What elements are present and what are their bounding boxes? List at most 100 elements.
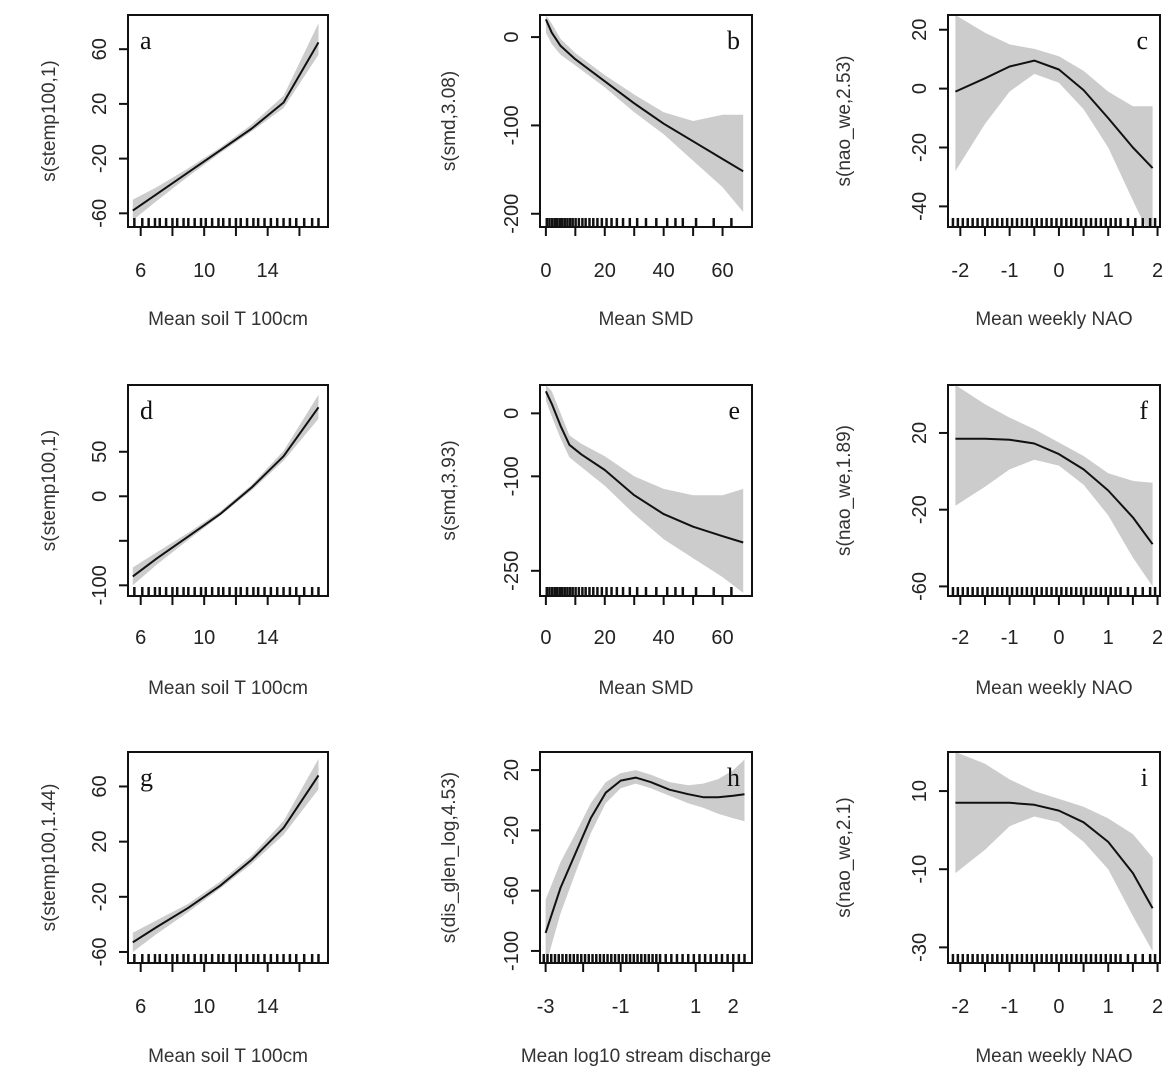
y-tick-label: -60 bbox=[909, 572, 931, 601]
y-tick-label: -30 bbox=[909, 933, 931, 962]
confidence-band bbox=[955, 15, 1153, 227]
y-tick-label: -200 bbox=[501, 194, 523, 234]
y-tick-label: 0 bbox=[501, 32, 523, 43]
plot-area bbox=[132, 394, 320, 596]
panel-a: 6 10 14 -60 -20 20 60 s(stemp100,1) Mean soil T … bbox=[39, 14, 329, 330]
panel-b: 0 20 40 60 -200 -100 0 s(smd,3.08) Mean SMD b bbox=[439, 14, 753, 330]
plot-frame bbox=[539, 751, 753, 964]
plot-frame bbox=[539, 384, 753, 597]
x-tick-label: 14 bbox=[257, 996, 279, 1018]
smooth-line bbox=[132, 41, 320, 212]
x-tick-label: 0 bbox=[1053, 260, 1064, 282]
y-axis-label: s(nao_we,2.1) bbox=[834, 797, 855, 917]
smooth-line bbox=[544, 776, 745, 934]
plot-area bbox=[132, 758, 320, 963]
y-axis-label: s(stemp100,1) bbox=[39, 60, 60, 181]
x-tick-label: 2 bbox=[1152, 260, 1163, 282]
x-tick-label: 60 bbox=[711, 627, 733, 649]
smooth-line bbox=[544, 18, 744, 173]
confidence-band bbox=[955, 385, 1153, 587]
x-tick-label: 1 bbox=[1103, 260, 1114, 282]
panel-letter: d bbox=[140, 396, 153, 425]
x-tick-label: 10 bbox=[193, 996, 215, 1018]
panel-letter: g bbox=[140, 763, 153, 792]
x-axis-label: Mean soil T 100cm bbox=[148, 678, 308, 699]
y-tick-label: -20 bbox=[501, 816, 523, 845]
y-tick-label: -10 bbox=[909, 855, 931, 884]
y-tick-label: -20 bbox=[89, 144, 111, 173]
plot-area bbox=[544, 385, 744, 596]
smooth-line bbox=[544, 390, 744, 544]
plot-area bbox=[544, 15, 744, 227]
smooth-line bbox=[955, 437, 1154, 545]
x-tick-label: 2 bbox=[728, 996, 739, 1018]
y-axis-label: s(stemp100,1) bbox=[39, 430, 60, 551]
x-tick-label: -1 bbox=[1001, 996, 1019, 1018]
y-tick-label: 60 bbox=[89, 38, 111, 60]
panel-h: -3 -1 1 2 -100 -60 -20 20 s(dis_glen_log,4.53) Me… bbox=[439, 751, 771, 1067]
x-tick-label: 1 bbox=[1103, 627, 1114, 649]
x-tick-label: -3 bbox=[537, 996, 555, 1018]
x-tick-label: 1 bbox=[1103, 996, 1114, 1018]
plot-frame bbox=[947, 751, 1161, 964]
y-tick-label: -20 bbox=[89, 882, 111, 911]
y-tick-label: 20 bbox=[501, 759, 523, 781]
confidence-band bbox=[132, 758, 319, 952]
x-axis-label: Mean weekly NAO bbox=[975, 678, 1132, 699]
y-axis-label: s(nao_we,2.53) bbox=[834, 56, 855, 187]
y-tick-label: -250 bbox=[501, 551, 523, 591]
x-tick-label: -1 bbox=[612, 996, 630, 1018]
x-tick-label: 0 bbox=[540, 627, 551, 649]
x-tick-label: -2 bbox=[951, 260, 969, 282]
confidence-band bbox=[132, 394, 319, 586]
smooth-line bbox=[954, 59, 1154, 169]
y-tick-label: 20 bbox=[909, 422, 931, 444]
y-tick-label: 0 bbox=[909, 83, 931, 94]
y-tick-label: 0 bbox=[89, 491, 111, 502]
x-axis-label: Mean SMD bbox=[598, 678, 693, 699]
y-axis-label: s(nao_we,1.89) bbox=[834, 425, 855, 556]
plot-frame bbox=[947, 384, 1161, 597]
x-axis-label: Mean SMD bbox=[598, 309, 693, 330]
x-tick-label: -2 bbox=[951, 627, 969, 649]
x-tick-label: 6 bbox=[135, 260, 146, 282]
panel-g: 6 10 14 -60 -20 20 60 s(stemp100,1.44) Mean soil… bbox=[39, 751, 329, 1067]
confidence-band bbox=[132, 23, 319, 221]
y-axis-label: s(stemp100,1.44) bbox=[39, 784, 60, 932]
x-tick-label: 10 bbox=[193, 627, 215, 649]
x-tick-label: 14 bbox=[257, 260, 279, 282]
panel-letter: f bbox=[1139, 396, 1148, 425]
x-tick-label: 40 bbox=[653, 627, 675, 649]
x-tick-label: 14 bbox=[257, 627, 279, 649]
y-tick-label: -60 bbox=[89, 199, 111, 228]
y-axis-label: s(smd,3.93) bbox=[439, 440, 460, 540]
x-tick-label: 6 bbox=[135, 996, 146, 1018]
confidence-band bbox=[545, 759, 745, 963]
y-tick-label: -100 bbox=[501, 456, 523, 496]
smooth-line bbox=[132, 774, 320, 944]
x-tick-label: 6 bbox=[135, 627, 146, 649]
panel-letter: i bbox=[1141, 763, 1148, 792]
confidence-band bbox=[955, 752, 1153, 952]
y-tick-label: 20 bbox=[89, 93, 111, 115]
confidence-band bbox=[545, 15, 744, 212]
y-tick-label: -100 bbox=[501, 931, 523, 971]
y-tick-label: -100 bbox=[89, 565, 111, 605]
confidence-band bbox=[545, 385, 744, 593]
panel-f: -2 -1 0 1 2 -60 -20 20 s(nao_we,1.89) Mean weekly… bbox=[834, 384, 1163, 699]
x-tick-label: 20 bbox=[594, 627, 616, 649]
smooth-line bbox=[132, 406, 320, 578]
y-tick-label: -60 bbox=[501, 876, 523, 905]
x-axis-label: Mean weekly NAO bbox=[975, 309, 1132, 330]
panel-letter: b bbox=[727, 26, 740, 55]
plot-area bbox=[951, 752, 1157, 963]
panel-d: 6 10 14 -100 0 50 s(stemp100,1) Mean soil T 100… bbox=[39, 384, 329, 699]
x-axis-label: Mean weekly NAO bbox=[975, 1046, 1132, 1067]
plot-area bbox=[132, 23, 320, 227]
panel-letter: a bbox=[140, 26, 152, 55]
y-tick-label: -40 bbox=[909, 192, 931, 221]
plot-frame bbox=[539, 14, 753, 228]
y-tick-label: -20 bbox=[909, 495, 931, 524]
